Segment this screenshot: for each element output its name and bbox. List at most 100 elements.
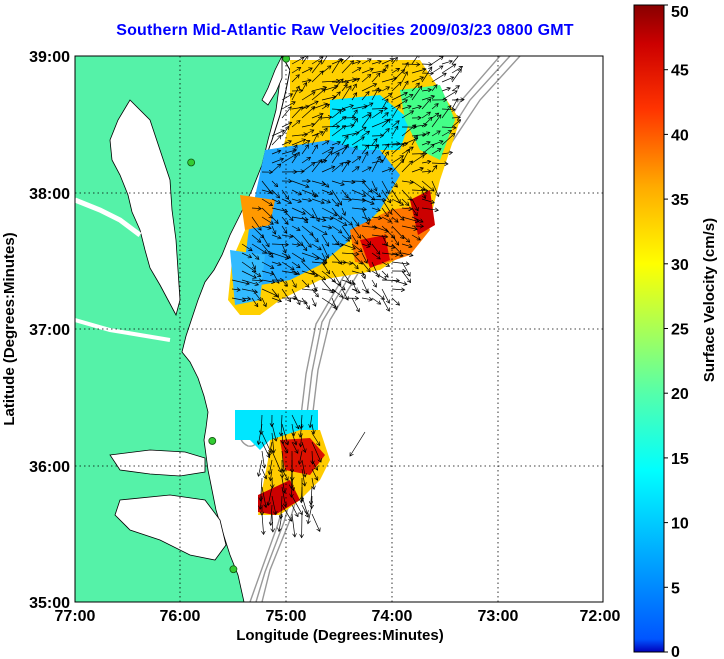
velocity-arrow [291,270,300,274]
velocity-arrow [251,234,261,242]
colorbar-tick-label: 20 [671,386,689,403]
velocity-arrow [321,148,334,155]
velocity-arrow [371,61,381,65]
velocity-arrow [381,297,389,311]
velocity-arrow [361,252,367,263]
velocity-arrow [291,414,299,429]
velocity-arrow [291,495,302,515]
velocity-arrow [241,252,252,258]
x-tick-label: 76:00 [160,608,201,625]
velocity-arrow [311,486,312,505]
velocity-arrow [261,288,277,296]
velocity-arrow [371,252,380,259]
velocity-arrow [381,168,392,173]
velocity-arrow [431,66,443,74]
velocity-arrow [291,75,299,83]
colorbar-tick-label: 0 [671,644,680,659]
velocity-arrow [311,468,318,480]
velocity-arrow [341,216,352,225]
velocity-arrow [361,152,368,164]
velocity-arrow [301,145,309,155]
velocity-arrow [291,107,303,119]
velocity-arrow [381,119,390,128]
velocity-arrow [421,117,432,128]
map-title: Southern Mid-Atlantic Raw Velocities 200… [116,22,574,39]
velocity-arrow [351,181,366,182]
velocity-arrow [271,495,276,515]
velocity-arrow [441,88,450,92]
y-axis-label: Latitude (Degrees:Minutes) [1,232,18,425]
velocity-arrow [291,504,298,517]
velocity-arrow [321,243,329,258]
velocity-arrow [281,154,296,164]
velocity-arrow [381,144,389,155]
velocity-arrow [311,262,326,264]
velocity-arrow [301,207,314,218]
velocity-arrow [421,161,431,163]
velocity-arrow [371,270,387,280]
velocity-arrow [361,92,369,101]
albemarle-sound [109,449,206,477]
velocity-arrow [401,106,411,110]
velocity-arrow [301,441,305,452]
velocity-arrow [381,288,389,303]
velocity-arrow [421,64,432,65]
velocity-arrow [371,145,378,155]
velocity-arrow [251,297,258,307]
velocity-arrow [251,280,262,281]
velocity-arrow [411,56,419,65]
velocity-arrow [261,198,273,206]
velocity-arrow [361,198,374,204]
velocity-arrow [281,207,293,221]
velocity-arrow [381,189,391,203]
x-axis-label: Longitude (Degrees:Minutes) [236,627,444,644]
velocity-arrow [261,234,269,247]
velocity-arrow [391,198,404,205]
velocity-arrow [241,288,257,292]
velocity-arrow [381,129,389,137]
velocity-arrow [291,261,300,268]
velocity-arrow [421,90,431,91]
velocity-arrow [312,423,314,434]
velocity-arrow [401,208,412,209]
velocity-arrow [281,504,292,521]
velocity-arrow [361,207,369,224]
velocity-arrow [411,198,418,211]
velocity-arrow [371,235,388,237]
velocity-arrow [361,145,369,155]
velocity-arrow [371,199,386,200]
velocity-arrow [331,180,344,185]
velocity-arrow [350,431,366,456]
velocity-arrow [279,513,283,531]
velocity-arrow [272,513,273,532]
velocity-arrow [371,225,388,232]
velocity-arrow [321,126,340,127]
velocity-arrow [361,270,365,279]
velocity-arrow [421,189,425,199]
velocity-arrow [431,131,440,137]
velocity-arrow [301,199,312,201]
velocity-arrow [331,288,343,297]
velocity-arrow [351,79,360,83]
velocity-arrow [391,70,405,83]
velocity-arrow [421,144,434,155]
velocity-arrow [311,71,323,83]
colorbar-tick-label: 35 [671,192,689,209]
velocity-arrow [451,86,459,92]
velocity-arrow [281,243,286,253]
velocity-arrow [301,279,309,287]
velocity-arrow [351,167,359,173]
velocity-arrow [381,94,392,101]
velocity-arrow [311,87,327,92]
station-marker [282,56,291,63]
velocity-arrow [431,165,437,173]
velocity-arrow [281,270,297,274]
velocity-arrow [321,56,328,65]
velocity-arrow [411,86,422,101]
velocity-arrow [291,486,292,497]
velocity-arrow [351,146,357,155]
velocity-arrow [291,139,306,146]
velocity-arrow [311,207,319,222]
velocity-arrow [441,152,452,154]
velocity-arrow [401,270,411,283]
